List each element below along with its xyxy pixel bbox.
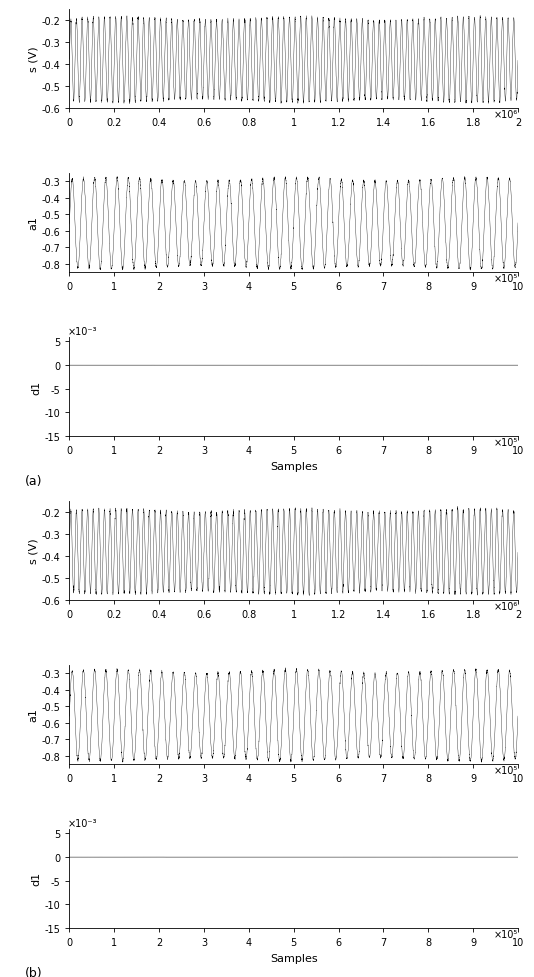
Text: ×10⁵: ×10⁵ xyxy=(494,274,518,284)
X-axis label: Samples: Samples xyxy=(270,461,318,471)
Text: ×10⁵: ×10⁵ xyxy=(494,438,518,447)
Y-axis label: d1: d1 xyxy=(32,380,42,394)
Text: ×10⁻³: ×10⁻³ xyxy=(67,326,97,336)
Text: ×10⁻³: ×10⁻³ xyxy=(67,818,97,828)
Text: ×10⁵: ×10⁵ xyxy=(494,765,518,776)
Text: (b): (b) xyxy=(25,966,42,977)
X-axis label: Samples: Samples xyxy=(270,953,318,962)
Text: ×10⁶: ×10⁶ xyxy=(494,602,518,612)
Text: ×10⁵: ×10⁵ xyxy=(494,929,518,939)
Y-axis label: a1: a1 xyxy=(29,707,39,722)
Y-axis label: a1: a1 xyxy=(29,216,39,231)
Y-axis label: d1: d1 xyxy=(32,871,42,885)
Text: (a): (a) xyxy=(25,475,42,488)
Y-axis label: s (V): s (V) xyxy=(29,538,39,564)
Y-axis label: s (V): s (V) xyxy=(29,47,39,72)
Text: ×10⁶: ×10⁶ xyxy=(494,110,518,120)
